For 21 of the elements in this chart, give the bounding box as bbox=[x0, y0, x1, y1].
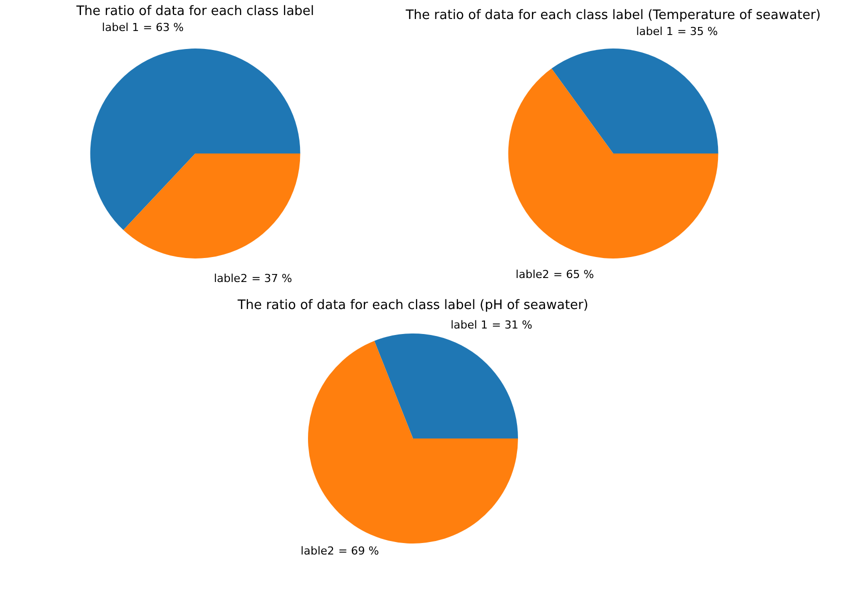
slice-label: label 1 bbox=[636, 24, 674, 38]
slice-label: lable2 bbox=[300, 544, 334, 558]
slice-label: lable2 bbox=[516, 268, 550, 282]
pie-slice bbox=[374, 334, 518, 438]
chart-title: The ratio of data for each class label (pH of seawater) bbox=[236, 298, 588, 313]
pie-slice bbox=[123, 154, 300, 258]
slice-label: label 1 bbox=[450, 318, 488, 332]
chart-title: The ratio of data for each class label (Temperature of seawater) bbox=[404, 8, 821, 23]
pie-slice bbox=[90, 48, 300, 230]
slice-label: lable2 bbox=[214, 272, 248, 285]
chart-title: The ratio of data for each class label bbox=[75, 4, 314, 20]
data-label: = 69 % bbox=[338, 544, 379, 558]
pie-slice bbox=[508, 68, 718, 258]
data-label: = 31 % bbox=[492, 318, 532, 332]
data-label: = 63 % bbox=[143, 21, 184, 34]
data-label: = 37 % bbox=[251, 272, 292, 285]
data-label: = 65 % bbox=[553, 268, 594, 282]
data-label: = 35 % bbox=[677, 24, 718, 38]
pie-slice bbox=[308, 340, 518, 544]
slice-label: label 1 bbox=[102, 21, 140, 34]
pie-slice bbox=[552, 48, 718, 154]
